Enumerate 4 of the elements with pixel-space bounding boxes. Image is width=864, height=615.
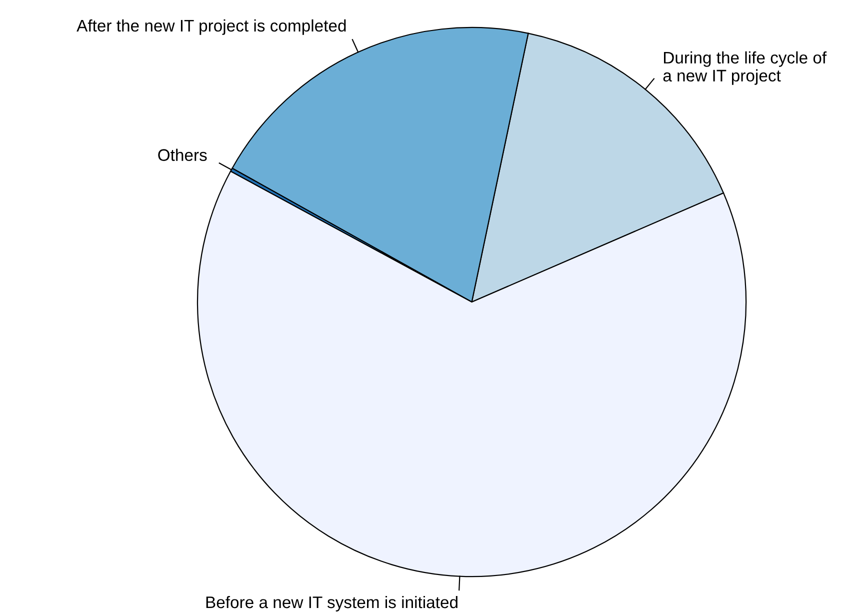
slice-label: Others	[158, 148, 207, 161]
slice-label: During the life cycle of a new IT project	[663, 51, 827, 85]
slice-label: Before a new IT system is initiated	[206, 596, 458, 612]
slice-label: After the new IT project is completed	[76, 19, 346, 35]
